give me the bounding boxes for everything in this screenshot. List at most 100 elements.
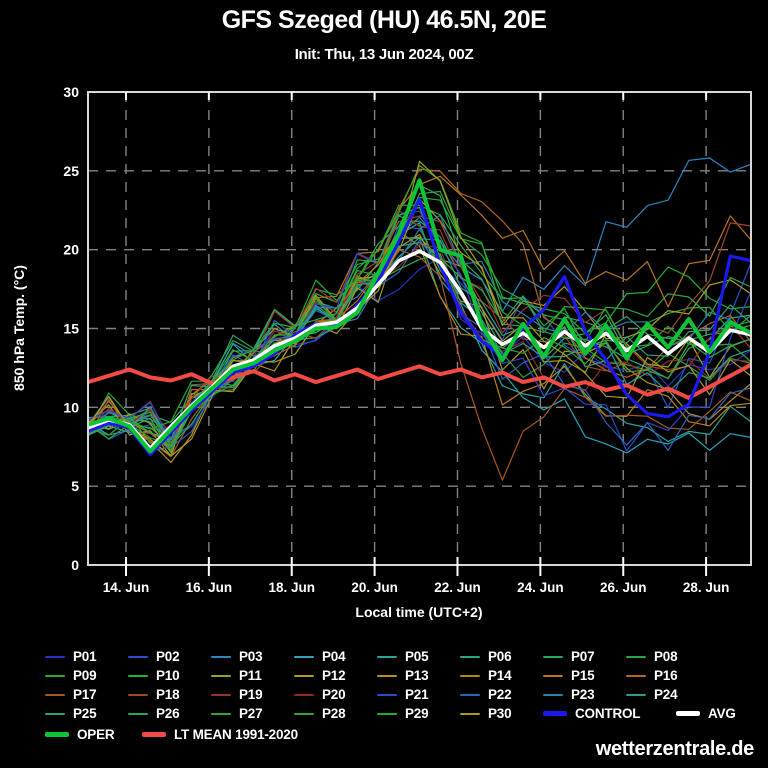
y-axis-label: 850 hPa Temp. (°C): [11, 265, 27, 391]
x-axis-label: Local time (UTC+2): [355, 604, 482, 620]
legend-label: P06: [488, 649, 512, 664]
legend-swatch: [128, 693, 148, 696]
legend-item-p12: P12: [294, 666, 377, 685]
legend-label: AVG: [708, 706, 736, 721]
series-lines: [88, 157, 751, 481]
legend-item-p11: P11: [211, 666, 294, 685]
x-tick-label: 20. Jun: [351, 580, 398, 595]
legend-swatch: [377, 674, 397, 677]
series-P11: [88, 236, 751, 457]
legend-swatch: [45, 674, 65, 677]
legend-item-p27: P27: [211, 704, 294, 723]
series-P17: [88, 249, 751, 481]
legend-swatch: [676, 711, 700, 716]
legend-swatch: [460, 712, 480, 715]
legend-item-p08: P08: [626, 647, 709, 666]
legend-item-p07: P07: [543, 647, 626, 666]
series-P19: [88, 209, 751, 435]
series-P30: [88, 160, 751, 457]
legend-swatch: [377, 693, 397, 696]
legend-swatch: [211, 693, 231, 696]
legend-swatch: [128, 712, 148, 715]
x-tick-label: 26. Jun: [600, 580, 647, 595]
legend-item-p26: P26: [128, 704, 211, 723]
legend-label: P11: [239, 668, 262, 683]
legend-swatch: [626, 693, 646, 696]
legend-item-control: CONTROL: [543, 704, 641, 723]
legend-label: P08: [654, 649, 678, 664]
series-LT MEAN 1991-2020: [88, 362, 751, 400]
legend-item-p09: P09: [45, 666, 128, 685]
y-tick-label: 0: [71, 557, 79, 573]
x-tick-label: 14. Jun: [103, 580, 150, 595]
legend-swatch: [377, 655, 397, 658]
legend-swatch: [45, 693, 65, 696]
x-tick-label: 24. Jun: [517, 580, 564, 595]
legend-label: P21: [405, 687, 429, 702]
legend-item-p10: P10: [128, 666, 211, 685]
legend-item-p19: P19: [211, 685, 294, 704]
x-tick-label: 18. Jun: [268, 580, 315, 595]
plot-border: [87, 91, 752, 566]
legend-swatch: [128, 674, 148, 677]
series-P22: [88, 239, 751, 452]
x-tick-label: 16. Jun: [186, 580, 233, 595]
legend-swatch: [142, 731, 166, 737]
legend-label: P15: [571, 668, 595, 683]
legend-item-p22: P22: [460, 685, 543, 704]
legend-label: P20: [322, 687, 346, 702]
legend-item-p23: P23: [543, 685, 626, 704]
legend-swatch: [543, 693, 563, 696]
legend-label: P19: [239, 687, 263, 702]
legend-swatch: [460, 655, 480, 658]
legend-swatch: [45, 655, 65, 658]
legend-label: P23: [571, 687, 595, 702]
legend-label: P05: [405, 649, 429, 664]
axis-tick-labels: 14. Jun 16. Jun 18. Jun 20. Jun 22. Jun 24. J…: [63, 84, 729, 595]
y-tick-label: 25: [63, 163, 79, 179]
y-tick-label: 10: [63, 399, 79, 415]
legend-label: P04: [322, 649, 346, 664]
legend-label: P22: [488, 687, 512, 702]
series-P29: [88, 165, 751, 430]
legend-swatch: [294, 693, 314, 696]
legend-swatch: [211, 712, 231, 715]
series-OPER: [88, 178, 751, 454]
series-P27: [88, 190, 751, 446]
legend-item-p15: P15: [543, 666, 626, 685]
legend-item-p25: P25: [45, 704, 128, 723]
series-P26: [88, 206, 751, 452]
legend-label: P09: [73, 668, 97, 683]
legend-label: P18: [156, 687, 180, 702]
legend-label: P10: [156, 668, 180, 683]
legend-label: P13: [405, 668, 429, 683]
legend-swatch: [45, 712, 65, 715]
legend-swatch: [543, 674, 563, 677]
tick-marks: [124, 92, 708, 576]
legend-item-p04: P04: [294, 647, 377, 666]
y-tick-label: 5: [71, 478, 79, 494]
legend-item-avg: AVG: [626, 704, 736, 723]
legend-label: P16: [654, 668, 678, 683]
series-P13: [88, 233, 751, 464]
series-P01: [88, 257, 751, 440]
legend-label: LT MEAN 1991-2020: [174, 726, 298, 742]
legend-label: P28: [322, 706, 346, 721]
y-tick-label: 30: [63, 84, 79, 100]
init-subtitle: Init: Thu, 13 Jun 2024, 00Z: [294, 46, 474, 63]
legend-label: CONTROL: [575, 706, 641, 721]
legend-item-lt-mean-1991-2020: LT MEAN 1991-2020: [128, 726, 543, 742]
x-tick-label: 22. Jun: [434, 580, 481, 595]
legend-item-oper: OPER: [45, 726, 128, 742]
legend-item-p20: P20: [294, 685, 377, 704]
legend-swatch: [294, 655, 314, 658]
legend-item-p29: P29: [377, 704, 460, 723]
legend-swatch: [626, 655, 646, 658]
legend-item-p02: P02: [128, 647, 211, 666]
legend-swatch: [211, 655, 231, 658]
legend: P01 P02 P03 P04 P05 P06 P07 P08 P09 P10 P11 P12 P13 P…: [45, 647, 736, 742]
legend-label: OPER: [77, 726, 115, 742]
legend-swatch: [626, 674, 646, 677]
